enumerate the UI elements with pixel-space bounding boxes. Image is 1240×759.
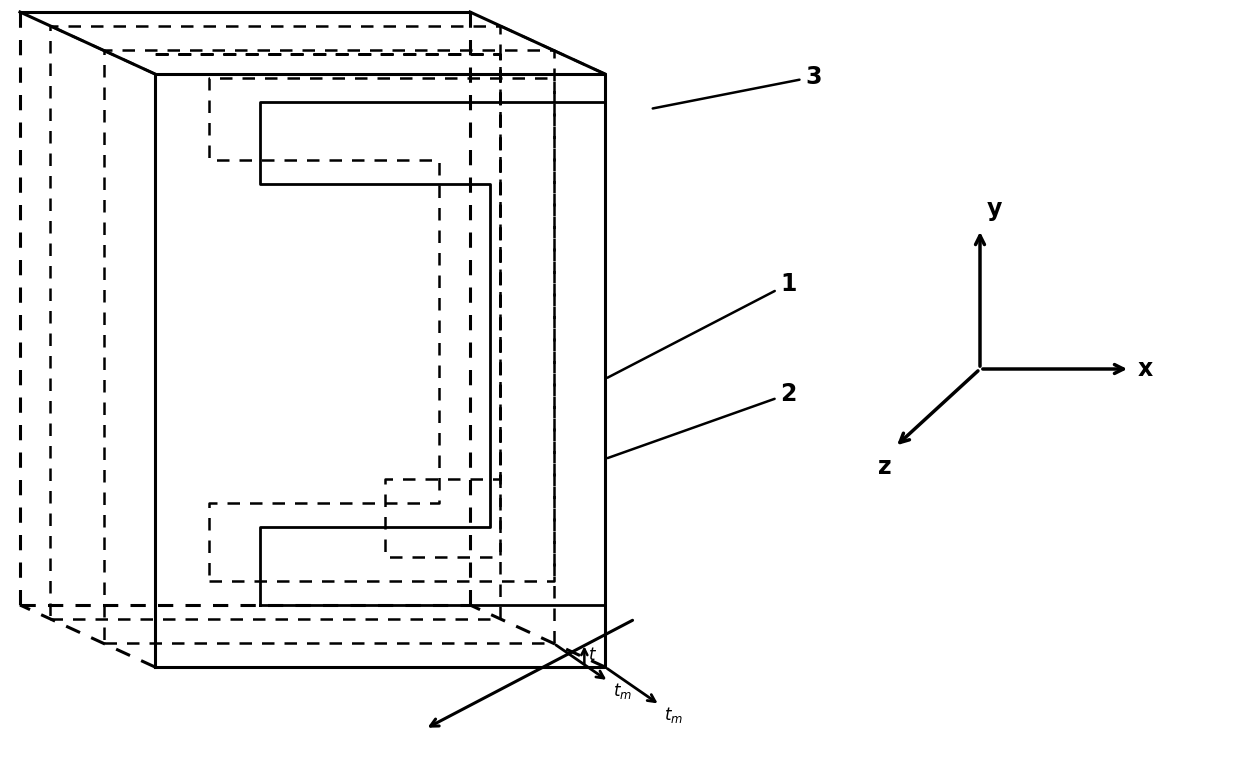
Text: 2: 2	[608, 382, 796, 458]
Text: y: y	[987, 197, 1002, 221]
Text: 1: 1	[608, 272, 796, 378]
Text: 3: 3	[652, 65, 822, 109]
Text: $t_m$: $t_m$	[613, 682, 631, 701]
Text: z: z	[878, 455, 892, 479]
Text: $t$: $t$	[588, 646, 598, 664]
Text: $t_m$: $t_m$	[663, 705, 683, 725]
Text: x: x	[1138, 357, 1153, 381]
